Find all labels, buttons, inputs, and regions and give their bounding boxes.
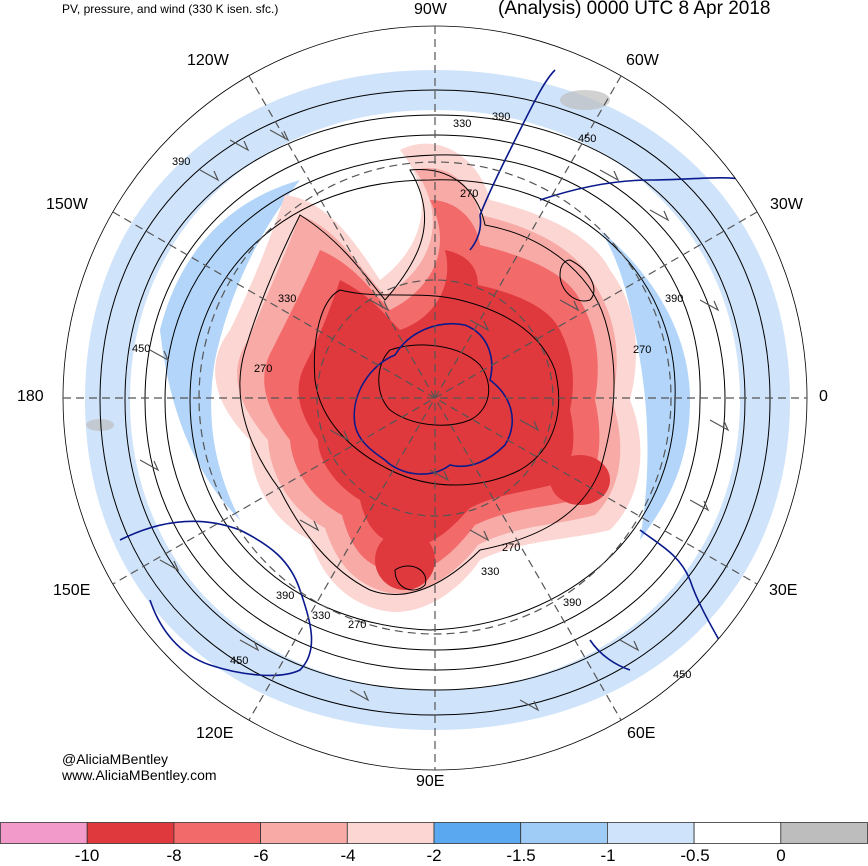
- colorbar-label: -1: [600, 846, 616, 865]
- credit-handle: @AliciaMBentley: [62, 751, 169, 767]
- map-subtitle: PV, pressure, and wind (330 K isen. sfc.…: [62, 2, 279, 16]
- pv-core-blob-east: [550, 455, 610, 505]
- colorbar-swatch: [780, 822, 868, 844]
- lon-label-0: 0: [819, 388, 828, 405]
- credit-website: www.AliciaMBentley.com: [62, 767, 217, 783]
- wind-barbs: [139, 129, 730, 712]
- colorbar: [0, 822, 868, 844]
- map-title: (Analysis) 0000 UTC 8 Apr 2018: [498, 0, 771, 19]
- colorbar-swatch: [346, 822, 435, 844]
- colorbar-label: -2: [426, 846, 442, 865]
- contour-label: 390: [276, 590, 294, 602]
- pv-blue-band-inner: [160, 180, 300, 520]
- pv-core-blob: [375, 530, 435, 590]
- colorbar-label: -1.5: [506, 846, 536, 865]
- lon-label-60e: 60E: [627, 725, 656, 742]
- lon-label-30w: 30W: [770, 196, 803, 213]
- lon-label-120e: 120E: [196, 725, 234, 742]
- colorbar-label: 0: [776, 846, 786, 865]
- contour-label: 330: [278, 293, 296, 305]
- lon-label-30e: 30E: [769, 582, 798, 599]
- colorbar-label: -0.5: [680, 846, 710, 865]
- contour-label: 270: [460, 188, 478, 200]
- polar-map: 390 330 450 270 390 330 450 270 390 270 …: [62, 25, 808, 771]
- contour-label: 450: [132, 343, 150, 355]
- contour-label: 270: [254, 363, 272, 375]
- contour-label: 270: [633, 344, 651, 356]
- colorbar-label: -4: [340, 846, 356, 865]
- lon-label-60w: 60W: [626, 52, 659, 69]
- contour-label: 390: [492, 111, 510, 123]
- contour-label: 390: [665, 293, 683, 305]
- contour-labels: 390 330 450 270 390 330 450 270 390 270 …: [132, 111, 691, 681]
- contour-label: 330: [453, 118, 471, 130]
- colorbar-label: -8: [166, 846, 182, 865]
- contour-label: 390: [563, 597, 581, 609]
- lon-label-180: 180: [17, 388, 44, 405]
- pv-gray-patch-2: [86, 419, 114, 431]
- colorbar-label: -10: [74, 846, 100, 865]
- contour-label: 270: [502, 542, 520, 554]
- contour-label: 270: [348, 619, 366, 631]
- colorbar-swatch: [260, 822, 348, 844]
- lon-label-120w: 120W: [187, 52, 229, 69]
- lon-label-90w: 90W: [414, 1, 447, 18]
- colorbar-swatch: [607, 822, 695, 844]
- colorbar-swatch: [693, 822, 782, 844]
- colorbar-label: -6: [253, 846, 269, 865]
- contour-label: 390: [172, 156, 190, 168]
- pv-gray-patch: [560, 90, 610, 110]
- pv-blue-band-right: [600, 230, 690, 540]
- graticule: [63, 26, 807, 770]
- contour-label: 330: [312, 610, 330, 622]
- colorbar-swatch: [86, 822, 175, 844]
- contour-label: 450: [578, 133, 596, 145]
- colorbar-swatch: [173, 822, 261, 844]
- contour-label: 450: [230, 655, 248, 667]
- contour-label: 330: [481, 566, 499, 578]
- colorbar-swatches: [0, 822, 868, 844]
- pv-core-region: [298, 250, 574, 548]
- lon-label-90e: 90E: [416, 773, 445, 790]
- contour-label: 450: [673, 669, 691, 681]
- lon-label-150w: 150W: [46, 196, 88, 213]
- colorbar-swatch: [0, 822, 88, 844]
- lon-label-150e: 150E: [53, 582, 91, 599]
- colorbar-swatch: [433, 822, 522, 844]
- colorbar-swatch: [520, 822, 608, 844]
